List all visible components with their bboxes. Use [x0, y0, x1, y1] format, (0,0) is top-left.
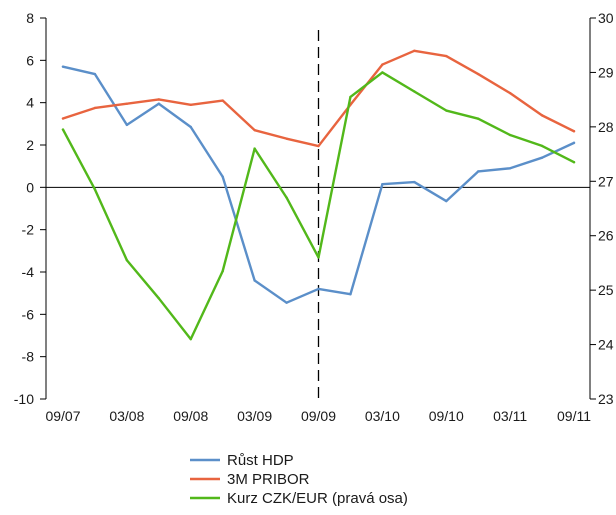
- left-axis-tick-label: -2: [22, 222, 35, 238]
- data-point-rust-hdp: [349, 293, 352, 296]
- right-axis-tick-label: 26: [598, 228, 614, 244]
- data-point-rust-hdp: [125, 123, 129, 127]
- data-point-3m-pribor: [572, 130, 576, 133]
- data-point-3m-pribor: [61, 117, 65, 120]
- data-point-kurz-czk-eur-prava-osa: [221, 269, 224, 273]
- data-point-3m-pribor: [189, 103, 192, 106]
- right-axis-tick-label: 24: [598, 337, 614, 353]
- data-point-kurz-czk-eur-prava-osa: [572, 161, 576, 164]
- data-point-3m-pribor: [413, 49, 416, 53]
- data-point-kurz-czk-eur-prava-osa: [125, 259, 129, 262]
- data-point-rust-hdp: [317, 287, 320, 291]
- right-axis-tick-label: 28: [598, 119, 614, 135]
- data-point-rust-hdp: [93, 72, 97, 76]
- left-axis-tick-label: 8: [26, 10, 34, 26]
- left-axis-tick-label: -6: [22, 306, 35, 322]
- data-point-3m-pribor: [508, 91, 512, 95]
- left-axis-tick-label: -4: [22, 264, 35, 280]
- left-axis-tick-label: 4: [26, 95, 34, 111]
- data-point-3m-pribor: [221, 99, 224, 102]
- data-point-kurz-czk-eur-prava-osa: [508, 133, 512, 137]
- left-axis-tick-label: -10: [14, 391, 34, 407]
- data-point-3m-pribor: [253, 128, 256, 132]
- data-point-3m-pribor: [317, 144, 320, 148]
- left-axis-tick-label: 2: [26, 137, 34, 153]
- data-point-kurz-czk-eur-prava-osa: [61, 128, 65, 131]
- right-axis-tick-label: 30: [598, 10, 614, 26]
- x-axis-tick-label: 09/11: [557, 408, 591, 424]
- data-point-rust-hdp: [253, 279, 256, 282]
- x-axis-tick-label: 03/11: [493, 408, 527, 424]
- data-point-rust-hdp: [381, 182, 384, 186]
- data-point-rust-hdp: [445, 199, 448, 203]
- data-point-rust-hdp: [189, 125, 192, 129]
- data-point-kurz-czk-eur-prava-osa: [93, 188, 97, 191]
- data-point-kurz-czk-eur-prava-osa: [189, 337, 192, 341]
- data-point-kurz-czk-eur-prava-osa: [253, 147, 256, 150]
- data-point-3m-pribor: [93, 106, 97, 110]
- data-point-rust-hdp: [540, 156, 544, 159]
- right-axis-tick-label: 29: [598, 64, 614, 80]
- x-axis-tick-label: 09/09: [301, 408, 336, 424]
- left-axis-tick-label: -8: [22, 349, 35, 365]
- data-point-kurz-czk-eur-prava-osa: [381, 71, 384, 74]
- data-point-3m-pribor: [285, 137, 288, 140]
- legend-label: 3M PRIBOR: [227, 471, 310, 488]
- data-point-rust-hdp: [572, 141, 576, 145]
- x-axis-tick-label: 09/10: [429, 408, 464, 424]
- legend-group: Růst HDP 3M PRIBOR Kurz CZK/EUR (pravá osa…: [190, 452, 408, 507]
- right-axis-tick-label: 27: [598, 173, 614, 189]
- x-axis-tick-label: 09/07: [45, 408, 80, 424]
- left-axis-tick-label: 0: [26, 179, 34, 195]
- right-axis-tick-label: 23: [598, 391, 614, 407]
- data-point-3m-pribor: [381, 63, 384, 66]
- data-point-kurz-czk-eur-prava-osa: [349, 95, 352, 99]
- data-point-rust-hdp: [508, 167, 512, 170]
- data-point-3m-pribor: [476, 72, 480, 76]
- x-axis-tick-label: 03/09: [237, 408, 272, 424]
- legend-label: Kurz CZK/EUR (pravá osa): [227, 490, 408, 507]
- data-point-kurz-czk-eur-prava-osa: [476, 117, 480, 120]
- data-point-rust-hdp: [413, 180, 416, 184]
- series-group: [61, 49, 576, 341]
- data-point-kurz-czk-eur-prava-osa: [445, 109, 448, 112]
- data-point-kurz-czk-eur-prava-osa: [317, 256, 320, 259]
- data-point-3m-pribor: [540, 114, 544, 117]
- data-point-kurz-czk-eur-prava-osa: [540, 144, 544, 148]
- x-axis-tick-label: 09/08: [173, 408, 208, 424]
- data-point-rust-hdp: [221, 175, 224, 178]
- x-axis-tick-label: 03/10: [365, 408, 400, 424]
- data-point-rust-hdp: [157, 102, 161, 105]
- x-axis-tick-label: 03/08: [109, 408, 144, 424]
- data-point-rust-hdp: [61, 65, 65, 68]
- data-point-kurz-czk-eur-prava-osa: [413, 90, 416, 93]
- left-axis-tick-label: 6: [26, 52, 34, 68]
- right-axis-tick-label: 25: [598, 282, 614, 298]
- data-point-3m-pribor: [157, 98, 161, 101]
- data-point-kurz-czk-eur-prava-osa: [285, 196, 288, 199]
- data-point-3m-pribor: [125, 102, 129, 105]
- data-point-rust-hdp: [476, 170, 480, 173]
- data-point-3m-pribor: [445, 54, 448, 58]
- data-point-kurz-czk-eur-prava-osa: [157, 297, 161, 300]
- legend-label: Růst HDP: [227, 452, 294, 469]
- data-point-rust-hdp: [285, 301, 288, 304]
